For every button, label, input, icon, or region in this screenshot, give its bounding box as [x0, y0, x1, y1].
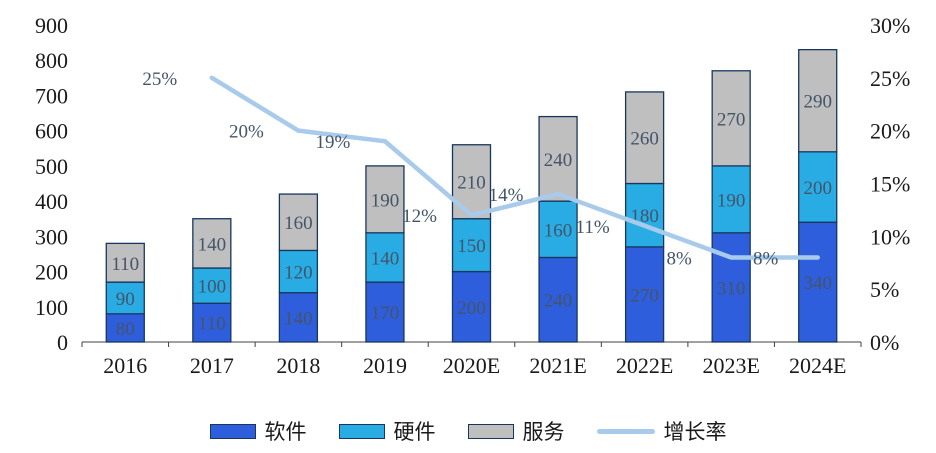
right-axis-tick-label: 25%: [870, 66, 910, 91]
legend-label-software: 软件: [264, 420, 307, 444]
bar-segment: [192, 267, 232, 304]
line-point-label: 19%: [316, 132, 351, 153]
legend-item-software: 软件: [209, 416, 307, 446]
line-point-label: 25%: [142, 69, 177, 90]
bar-segment: [365, 232, 405, 283]
right-axis-tick-label: 10%: [870, 224, 910, 249]
growth-line-swatch: [596, 428, 655, 434]
left-axis-tick-label: 600: [35, 119, 68, 144]
line-point-label: 12%: [402, 206, 437, 227]
bar-segment-label: 170: [371, 303, 400, 324]
left-axis-tick-label: 700: [35, 83, 68, 108]
category-label: 2019: [363, 353, 407, 378]
legend-label-hardware: 硬件: [393, 420, 436, 444]
legend-item-hardware: 硬件: [338, 416, 436, 446]
bar-segment-label: 200: [803, 178, 832, 199]
bar-segment-label: 140: [371, 248, 400, 269]
left-axis-tick-label: 0: [57, 330, 68, 355]
line-point-label: 8%: [753, 248, 779, 269]
left-axis-tick-label: 500: [35, 154, 68, 179]
legend-label-services: 服务: [522, 420, 565, 444]
legend-item-services: 服务: [467, 416, 565, 446]
right-axis-tick-label: 20%: [870, 119, 910, 144]
bar-segment-label: 270: [630, 285, 659, 306]
bar-segment-label: 100: [198, 277, 227, 298]
bar-segment: [538, 256, 578, 343]
bar-segment: [624, 182, 665, 248]
bar-segment-label: 90: [116, 289, 135, 310]
right-axis-tick-label: 5%: [870, 277, 899, 302]
left-axis-tick-label: 900: [35, 13, 68, 38]
category-label: 2021E: [529, 353, 586, 378]
bar-segment-label: 150: [457, 236, 486, 257]
bar-segment: [798, 221, 838, 343]
stacked-bar-line-combo-chart: 0 100 200 300 400 500 600 700 800 900 0% 5% 10% 15% 20…: [35, 13, 910, 378]
legend-label-growth-rate: 增长率: [663, 420, 727, 444]
bar-segment: [192, 218, 232, 269]
left-axis-tick-label: 200: [35, 260, 68, 285]
bar-segment-label: 80: [116, 319, 135, 340]
growth-rate-line: [209, 75, 820, 260]
category-label: 2023E: [702, 353, 759, 378]
bar-segment-label: 140: [198, 234, 227, 255]
category-label: 2024E: [789, 353, 846, 378]
bar-segment-label: 240: [544, 150, 573, 171]
bar-segment: [624, 91, 665, 185]
bar-segment: [192, 302, 232, 343]
software-swatch: [209, 423, 256, 439]
bar-segment-label: 110: [198, 314, 226, 335]
bar-segment-label: 200: [457, 298, 486, 319]
category-label: 2016: [103, 353, 147, 378]
bar-segment-label: 270: [717, 109, 746, 130]
bar-segment: [365, 281, 405, 343]
bar-segment: [451, 270, 492, 343]
bar-segment-label: 190: [717, 190, 746, 211]
left-axis-tick-label: 300: [35, 224, 68, 249]
bar-segment-label: 120: [284, 263, 313, 284]
bar-segment: [538, 115, 578, 202]
bar-segment-label: 140: [284, 308, 313, 329]
category-label: 2018: [276, 353, 320, 378]
category-label: 2020E: [443, 353, 500, 378]
bar-segment-label: 290: [803, 92, 832, 113]
bar-segment-label: 210: [457, 173, 486, 194]
bar-segment-label: 260: [630, 129, 659, 150]
legend-item-growth-rate: 增长率: [596, 416, 727, 446]
right-axis-tick-label: 15%: [870, 172, 910, 197]
bar-segment: [365, 165, 405, 234]
bar-segment-label: 110: [111, 254, 139, 275]
hardware-swatch: [338, 423, 385, 439]
bar-segment: [278, 193, 319, 252]
line-point-label: 11%: [576, 217, 610, 238]
bar-segment-label: 160: [544, 220, 573, 241]
line-point-label: 14%: [489, 185, 524, 206]
bar-segment: [624, 246, 665, 343]
bar-segment: [798, 151, 838, 223]
right-axis-tick-label: 0%: [870, 330, 899, 355]
left-axis-tick-label: 800: [35, 48, 68, 73]
bar-segment: [798, 49, 838, 153]
bar-segment: [105, 313, 145, 343]
category-label: 2017: [190, 353, 234, 378]
line-point-label: 8%: [667, 248, 693, 269]
bar-segment: [105, 242, 145, 283]
bar-segment: [711, 70, 751, 167]
services-swatch: [467, 423, 514, 439]
bar-segment-label: 340: [803, 273, 832, 294]
left-axis-tick-label: 100: [35, 295, 68, 320]
legend: 软件 硬件 服务 增长率: [0, 405, 936, 453]
bar-segment-label: 160: [284, 213, 313, 234]
category-label: 2022E: [616, 353, 673, 378]
line-point-label: 20%: [229, 122, 264, 143]
bar-segment-label: 190: [371, 190, 400, 211]
left-axis-tick-label: 400: [35, 189, 68, 214]
bar-segment-label: 240: [544, 291, 573, 312]
bar-segment: [105, 281, 145, 315]
right-axis-tick-label: 30%: [870, 13, 910, 38]
bar-segment-label: 310: [717, 278, 746, 299]
